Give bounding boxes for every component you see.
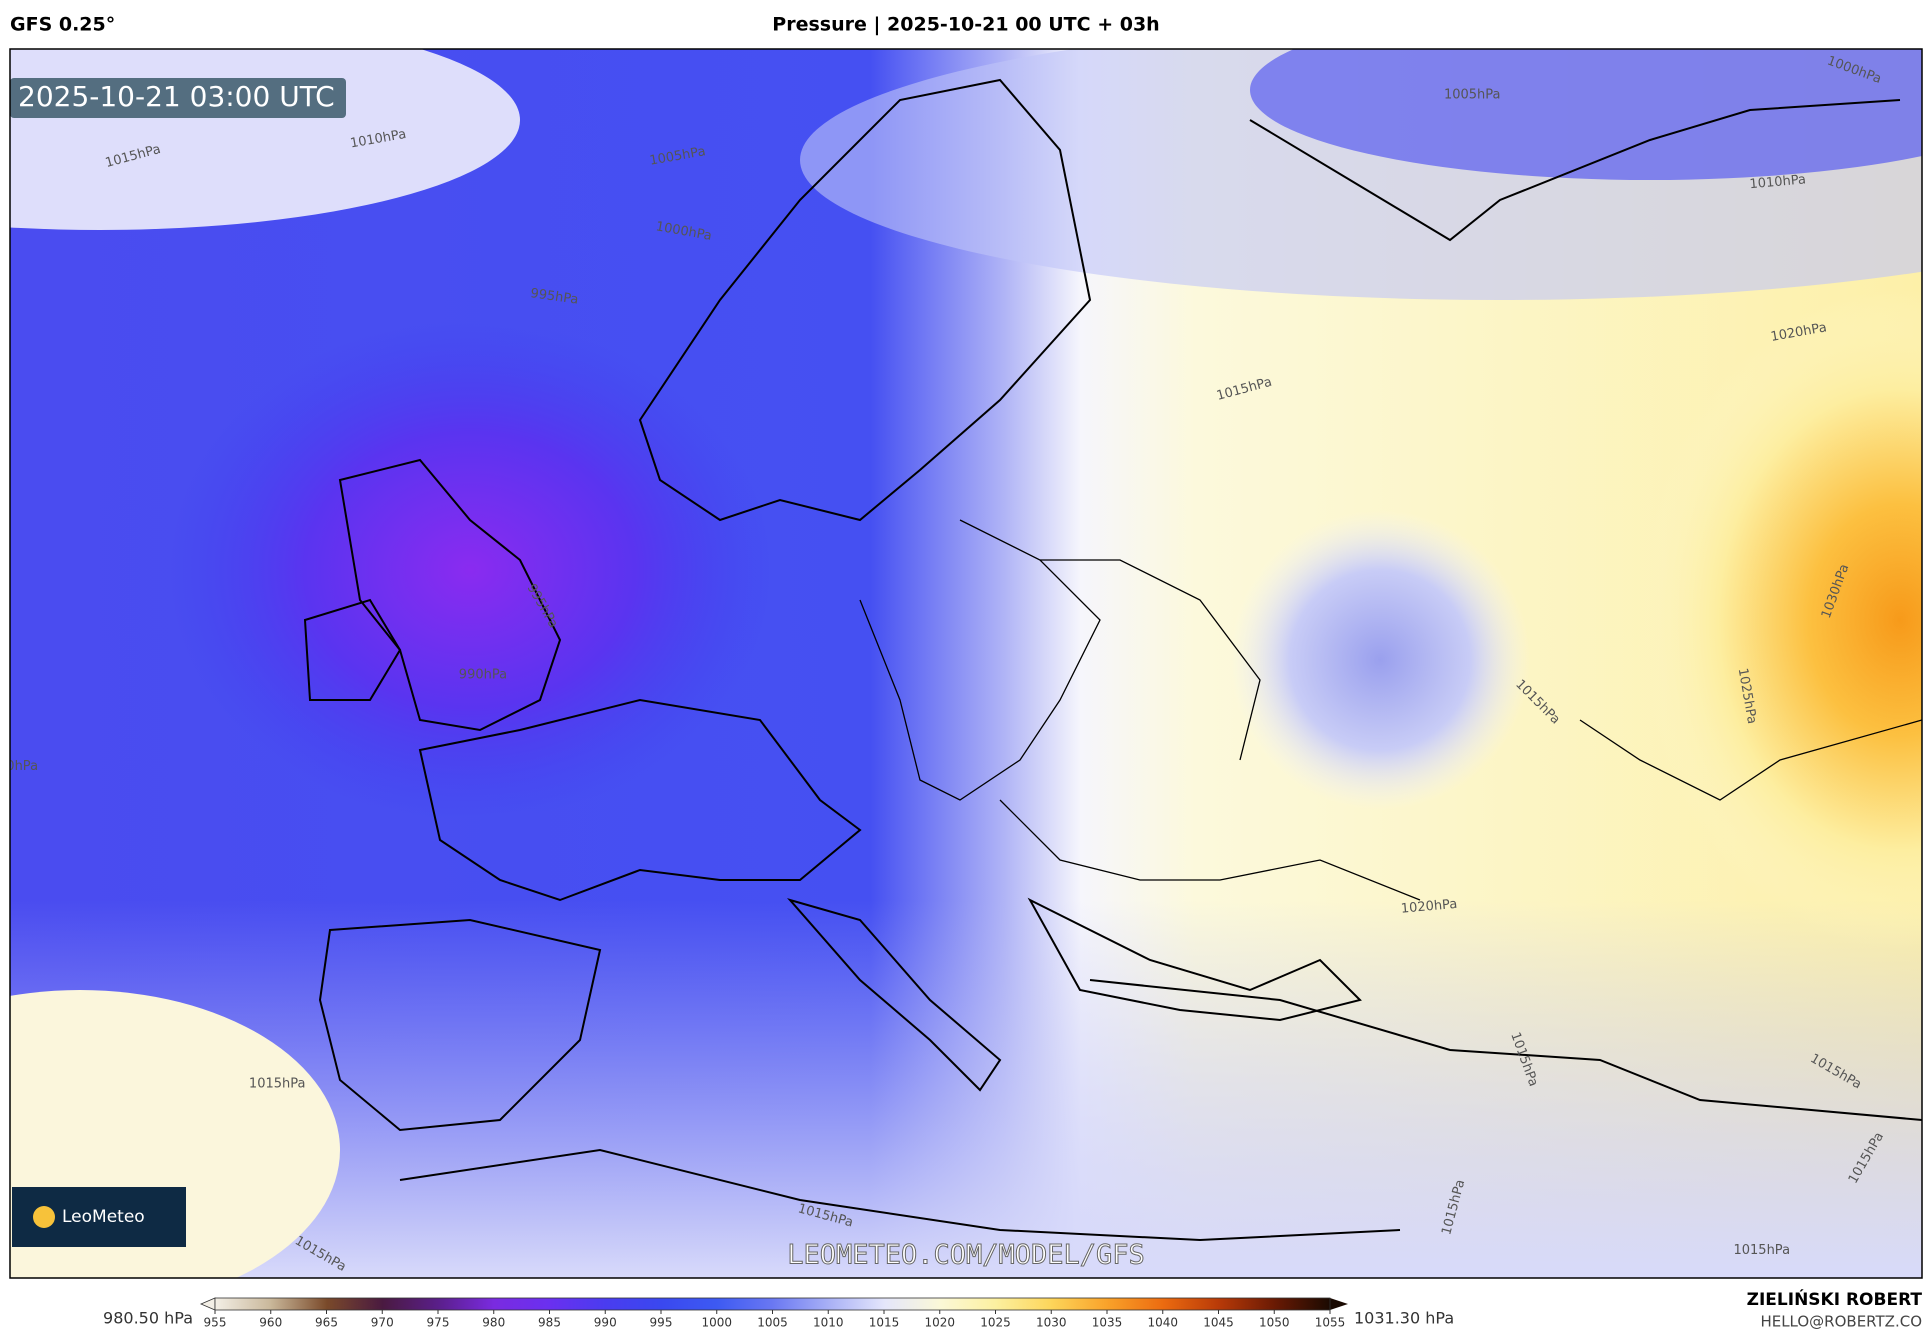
coast [787,898,1002,1092]
colorbar-segment [772,1298,829,1310]
colorbar-tick-label: 1040 [1147,1316,1178,1330]
colorbar-tick-label: 995 [650,1316,673,1330]
colorbar-tick-label: 1025 [980,1316,1011,1330]
isobar-label: 1010hPa [1749,172,1807,192]
field-high [1640,290,1922,950]
isobar-label: 1015hPa [249,1077,306,1092]
colorbar-segment [605,1298,662,1310]
isobar-label: 995hPa [529,286,579,308]
field-low [1230,510,1530,810]
border [999,799,1421,901]
coast [338,458,562,732]
colorbar-tick-label: 980 [482,1316,505,1330]
credit-email: HELLO@ROBERTZ.CO [1760,1313,1922,1331]
coast [1027,897,1362,1022]
coast [1249,99,1901,242]
borders [859,519,1922,901]
colorbar-tick-label: 1000 [701,1316,732,1330]
isobar-label: 1015hPa [1733,1243,1790,1258]
timestamp-box [10,78,346,118]
coast [418,698,862,902]
colorbar-tick-label: 1010 [813,1316,844,1330]
colorbar-tick-label: 1055 [1315,1316,1346,1330]
logo-sun [33,1206,55,1228]
colorbar-segment [1218,1298,1275,1310]
field [10,900,1922,1278]
coastlines [303,78,1922,1242]
map-frame [9,48,1923,1279]
watermark: LEOMETEO.COM/MODEL/GFS [787,1240,1145,1271]
colorbar-segment [995,1298,1052,1310]
colorbar-tick-label: 1030 [1036,1316,1067,1330]
coast [1089,979,1922,1121]
colorbar: 955 960 965 970 975 980 985 990 995 1000 1005 1010 1… [199,1297,1348,1330]
border [859,519,1101,801]
colorbar-tick-label: 960 [259,1316,282,1330]
isobar-label: 1005hPa [1444,87,1501,102]
colorbar-segment [270,1298,327,1310]
coast [399,1148,1401,1242]
colorbar-segment [1274,1298,1331,1310]
timestamp: 2025-10-21 03:00 UTC [18,80,335,113]
colorbar-segment [1107,1298,1164,1310]
coast [303,598,402,701]
colorbar-segment [661,1298,718,1310]
colorbar-segment [716,1298,773,1310]
field-low [170,320,770,820]
isobar-label: 990hPa [459,668,507,683]
colorbar-min: 980.50 hPa [103,1309,193,1328]
model-label: GFS 0.25° [10,14,115,36]
colorbar-segment [438,1298,495,1310]
colorbar-arrow-min [199,1297,216,1311]
colorbar-tick-label: 1005 [757,1316,788,1330]
colorbar-segment [382,1298,439,1310]
coast [318,918,602,1132]
coast [638,78,1092,522]
border [1579,719,1922,801]
colorbar-segment [884,1298,941,1310]
colorbar-segment [939,1298,996,1310]
colorbar-tick-label: 975 [427,1316,450,1330]
colorbar-tick-label: 1015 [869,1316,900,1330]
colorbar-segment [549,1298,606,1310]
colorbar-segment [326,1298,383,1310]
colorbar-tick-label: 1020 [924,1316,955,1330]
colorbar-segment [493,1298,550,1310]
colorbar-tick-label: 970 [371,1316,394,1330]
colorbar-tick-label: 1035 [1092,1316,1123,1330]
colorbar-max: 1031.30 hPa [1354,1309,1454,1328]
colorbar-tick-label: 985 [538,1316,561,1330]
logo: LeoMeteo [62,1207,145,1227]
border [1040,559,1261,761]
colorbar-segment [1162,1298,1219,1310]
colorbar-tick-label: 990 [594,1316,617,1330]
colorbar-tick-label: 1050 [1259,1316,1290,1330]
colorbar-tick-label: 955 [204,1316,227,1330]
colorbar-tick-label: 965 [315,1316,338,1330]
map: 1015hPa1010hPa1005hPa1000hPa995hPa995hPa… [6,49,1922,1278]
colorbar-arrow-max [1330,1298,1348,1310]
credit-name: ZIELIŃSKI ROBERT [1747,1288,1923,1310]
title: Pressure | 2025-10-21 00 UTC + 03h [772,14,1159,36]
colorbar-segment [215,1298,272,1310]
isobar-label: 1020hPa [1400,897,1458,917]
field [1250,49,1922,180]
isobar-label: 0hPa [6,759,38,774]
colorbar-segment [828,1298,885,1310]
colorbar-segment [1051,1298,1108,1310]
colorbar-tick-label: 1045 [1203,1316,1234,1330]
